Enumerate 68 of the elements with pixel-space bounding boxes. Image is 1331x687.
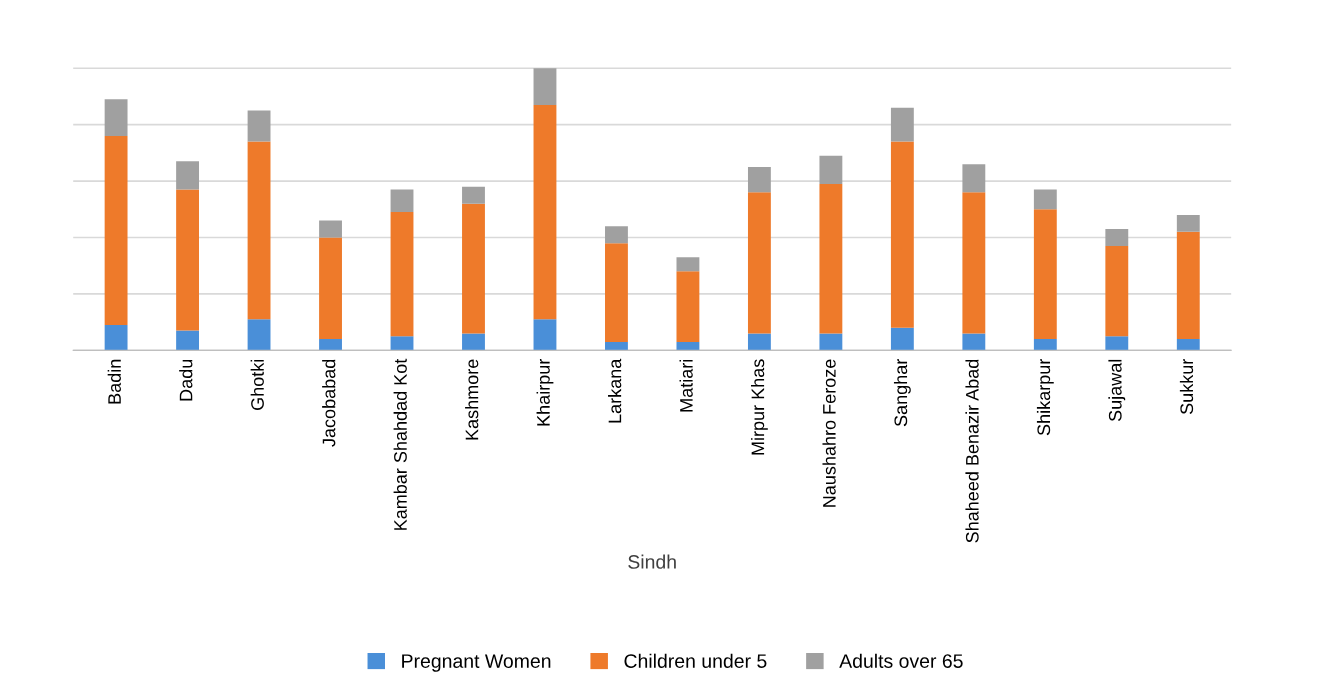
bar <box>962 164 986 193</box>
x-tick-label: Larkana <box>608 358 622 423</box>
x-tick-label: Badin <box>107 359 121 404</box>
bar <box>104 99 128 136</box>
x-tick-label: Sanghar <box>893 359 911 427</box>
bar <box>747 333 771 351</box>
bar <box>533 68 557 105</box>
bar <box>319 220 342 238</box>
x-tick-label: Matiari <box>679 359 693 412</box>
bar <box>319 339 342 351</box>
bar <box>1176 214 1200 232</box>
bar <box>319 237 342 340</box>
x-tick-label: Sukkur <box>1179 359 1194 415</box>
bar <box>1105 245 1129 337</box>
bar <box>1176 231 1200 340</box>
x-tick-label: Dadu <box>179 359 193 401</box>
x-axis-title: Sindh <box>628 554 676 569</box>
bar <box>462 186 485 204</box>
bar <box>247 141 271 320</box>
bar <box>1176 339 1200 351</box>
bar <box>533 319 557 351</box>
bar <box>676 271 700 342</box>
bar <box>605 341 628 351</box>
x-tick-label: Sujawal <box>1108 359 1126 422</box>
bar <box>676 341 700 351</box>
x-tick-label: Ghotki <box>250 359 264 410</box>
bar <box>1105 229 1129 246</box>
bar <box>462 333 485 351</box>
legend-label: Pregnant Women <box>402 654 551 672</box>
bar <box>962 192 986 334</box>
bar <box>1033 339 1057 351</box>
bar <box>747 166 771 193</box>
x-tick-label: Kambar Shahdad Kot <box>393 358 407 530</box>
x-tick-label: Naushahro Feroze <box>822 359 836 507</box>
bar <box>390 189 414 213</box>
bar <box>819 183 843 334</box>
bar <box>962 333 986 351</box>
bar <box>605 226 628 244</box>
x-tick-label: Khairpur <box>536 359 554 426</box>
bar <box>676 257 700 272</box>
bar <box>819 155 843 184</box>
bar <box>747 192 771 334</box>
bar <box>533 104 557 320</box>
bar <box>176 189 200 331</box>
bar <box>890 141 914 328</box>
legend-label: Children under 5 <box>624 653 767 668</box>
bar <box>1033 189 1057 210</box>
bar <box>390 212 414 337</box>
x-tick-label: Jacobabad <box>322 359 336 447</box>
bar <box>1105 336 1129 351</box>
bar <box>176 330 200 351</box>
bar <box>462 203 485 334</box>
x-tick-label: Kashmore <box>465 359 479 440</box>
bar <box>176 161 200 190</box>
bar <box>890 107 914 142</box>
x-tick-label: Shaheed Benazir Abad <box>965 359 979 543</box>
x-tick-label: Mirpur Khas <box>750 359 768 455</box>
bar <box>819 333 843 351</box>
bar <box>247 110 271 142</box>
bar <box>890 327 914 351</box>
bar <box>1033 209 1057 340</box>
bar <box>104 324 128 351</box>
x-tick-label: Shikarpur <box>1036 359 1054 436</box>
bar <box>605 243 628 342</box>
bar <box>247 319 271 351</box>
bar <box>390 336 414 351</box>
bar <box>104 135 128 325</box>
legend-label: Adults over 65 <box>839 653 963 668</box>
